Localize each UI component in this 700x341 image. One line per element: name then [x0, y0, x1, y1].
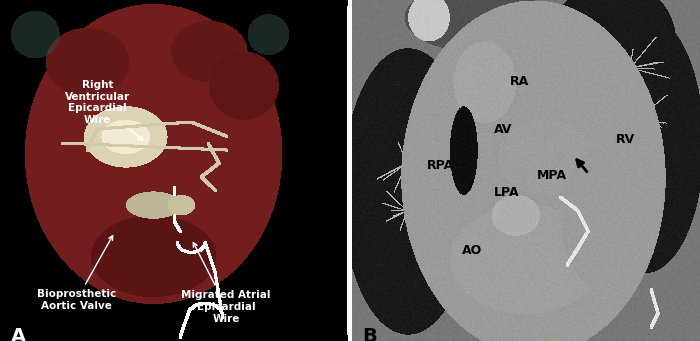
Text: RA: RA — [510, 75, 528, 88]
Text: B: B — [363, 327, 377, 341]
Text: RPA: RPA — [427, 159, 454, 172]
Text: Right
Ventricular
Epicardial
Wire: Right Ventricular Epicardial Wire — [65, 80, 143, 140]
Text: Bioprosthetic
Aortic Valve: Bioprosthetic Aortic Valve — [37, 236, 116, 311]
Text: LPA: LPA — [494, 186, 519, 199]
Text: A: A — [10, 327, 26, 341]
Text: AV: AV — [494, 123, 512, 136]
Text: AO: AO — [462, 244, 482, 257]
Text: RV: RV — [615, 133, 635, 146]
Text: MPA: MPA — [537, 169, 567, 182]
Text: Migrated Atrial
Epicardial
Wire: Migrated Atrial Epicardial Wire — [181, 242, 271, 324]
